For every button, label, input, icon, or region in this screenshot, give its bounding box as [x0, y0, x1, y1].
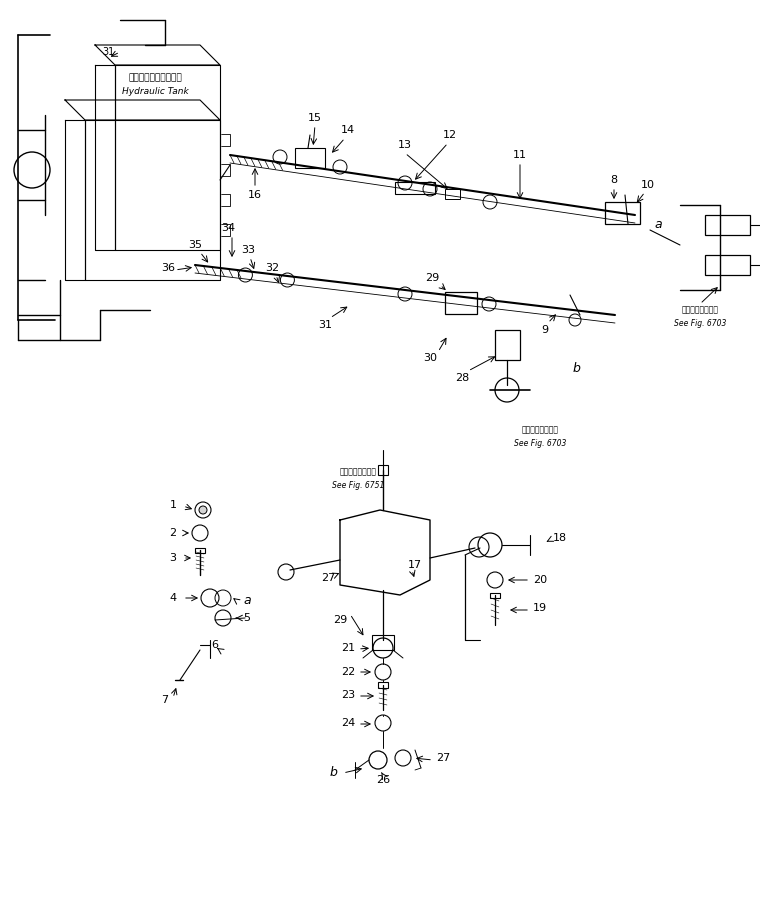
Text: 20: 20: [533, 575, 547, 585]
Text: b: b: [329, 766, 337, 779]
Bar: [445, 292, 477, 314]
Text: 23: 23: [341, 690, 355, 700]
Polygon shape: [340, 510, 430, 595]
Text: 33: 33: [241, 245, 255, 255]
Bar: [445, 189, 460, 199]
Text: 2: 2: [169, 528, 176, 538]
Polygon shape: [85, 120, 220, 280]
Text: 30: 30: [423, 353, 437, 363]
Text: 第６７５１図参照: 第６７５１図参照: [340, 467, 376, 476]
Text: 3: 3: [169, 553, 176, 563]
Text: 32: 32: [265, 263, 279, 273]
Text: 9: 9: [541, 325, 549, 335]
Text: 12: 12: [443, 130, 457, 140]
Text: 27: 27: [321, 573, 335, 583]
Text: 第６７０３図参照: 第６７０３図参照: [682, 306, 718, 314]
Polygon shape: [115, 65, 220, 250]
Text: 26: 26: [376, 775, 390, 785]
Bar: [210, 164, 230, 176]
Text: 24: 24: [341, 718, 355, 728]
Bar: [378, 465, 388, 475]
Text: 19: 19: [533, 603, 547, 613]
Polygon shape: [95, 65, 115, 250]
Text: 第６７０３図参照: 第６７０３図参照: [521, 426, 559, 434]
Text: See Fig. 6703: See Fig. 6703: [674, 319, 727, 328]
Text: a: a: [654, 219, 662, 232]
Text: 13: 13: [398, 140, 412, 150]
Bar: [490, 593, 500, 598]
Text: 16: 16: [248, 190, 262, 200]
Text: ハイドロリックタンク: ハイドロリックタンク: [128, 73, 182, 82]
Bar: [210, 224, 230, 236]
Bar: [395, 182, 435, 194]
Bar: [210, 134, 230, 146]
Text: a: a: [243, 594, 251, 606]
Text: 21: 21: [341, 643, 355, 653]
Text: 35: 35: [188, 240, 202, 250]
Text: 6: 6: [211, 640, 219, 650]
Text: 7: 7: [161, 695, 169, 705]
Text: 22: 22: [341, 667, 355, 677]
Text: 1: 1: [169, 500, 176, 510]
Bar: [195, 548, 205, 553]
Bar: [372, 635, 394, 650]
Bar: [705, 215, 750, 235]
Text: 31: 31: [102, 47, 114, 57]
Polygon shape: [65, 100, 220, 120]
Text: Hydraulic Tank: Hydraulic Tank: [122, 88, 188, 96]
Text: 29: 29: [425, 273, 439, 283]
Polygon shape: [65, 120, 85, 280]
Bar: [495, 330, 520, 360]
Polygon shape: [95, 45, 220, 65]
Bar: [605, 202, 640, 224]
Text: 14: 14: [341, 125, 355, 135]
Text: 11: 11: [513, 150, 527, 160]
Bar: [705, 255, 750, 275]
Circle shape: [199, 506, 207, 514]
Circle shape: [375, 542, 391, 558]
Text: b: b: [572, 362, 580, 375]
Bar: [378, 682, 388, 688]
Text: 18: 18: [553, 533, 567, 543]
Text: 10: 10: [641, 180, 655, 190]
Text: 27: 27: [436, 753, 450, 763]
Text: 4: 4: [169, 593, 176, 603]
Text: 15: 15: [308, 113, 322, 123]
Text: See Fig. 6751: See Fig. 6751: [332, 481, 385, 489]
Bar: [210, 194, 230, 206]
Text: See Fig. 6703: See Fig. 6703: [514, 439, 566, 448]
Text: 36: 36: [161, 263, 175, 273]
Bar: [295, 148, 325, 168]
Text: 28: 28: [455, 373, 469, 383]
Text: 17: 17: [408, 560, 422, 570]
Text: 31: 31: [318, 320, 332, 330]
Text: 5: 5: [243, 613, 251, 623]
Text: 29: 29: [333, 615, 347, 625]
Text: 8: 8: [610, 175, 618, 185]
Text: 34: 34: [221, 223, 235, 233]
